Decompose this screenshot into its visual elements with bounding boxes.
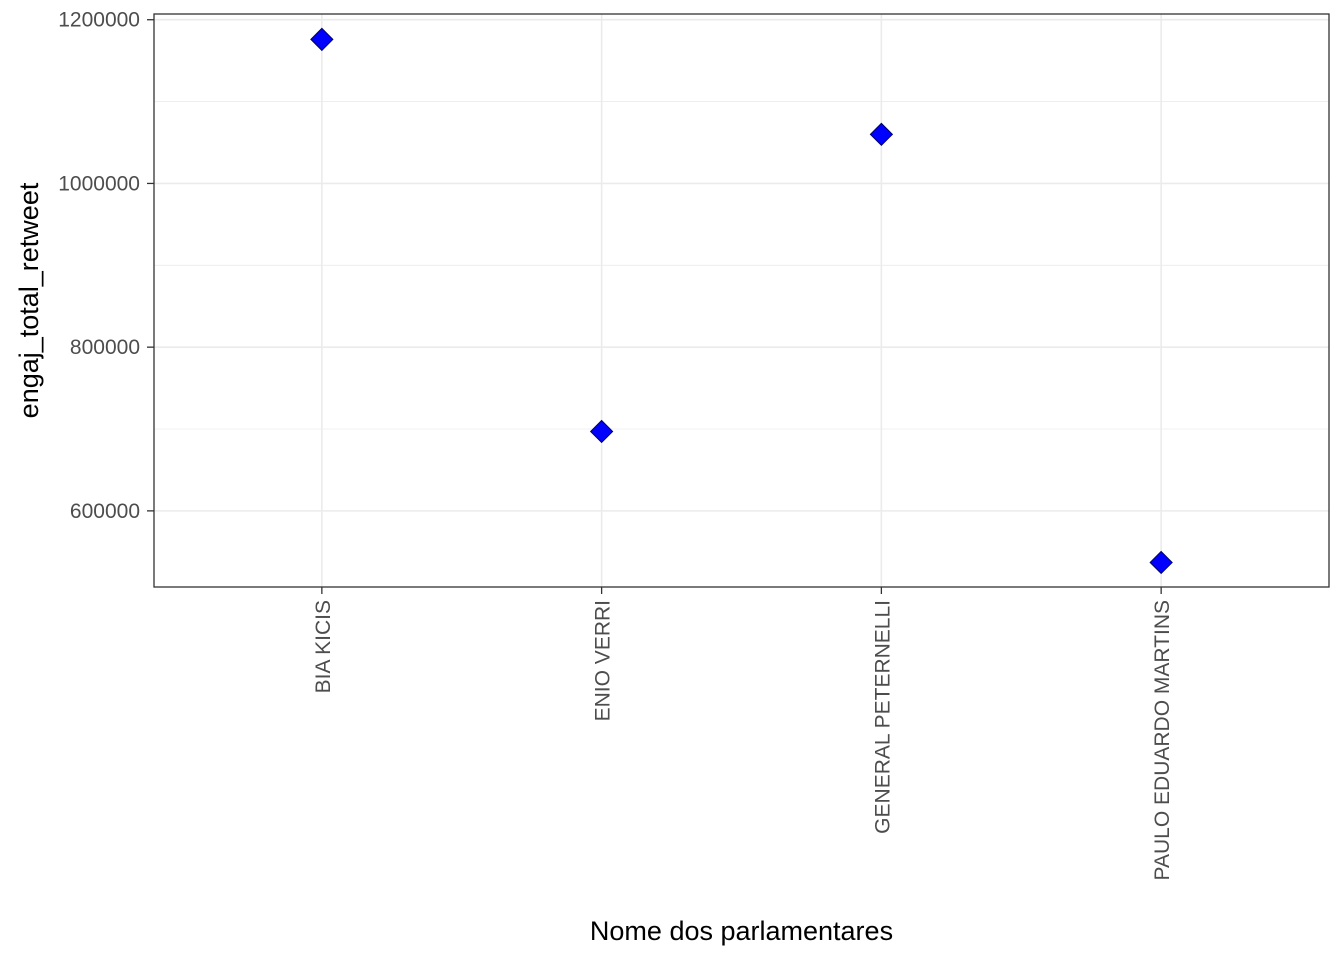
x-axis: BIA KICIS ENIO VERRI GENERAL PETERNELLI PAU… [312,587,1174,880]
x-tick-label: PAULO EDUARDO MARTINS [1151,600,1174,880]
data-points [310,27,1173,575]
data-point [869,122,894,147]
y-axis: 600000 800000 1000000 1200000 [58,9,154,523]
data-point [589,419,614,444]
x-tick-label: ENIO VERRI [592,600,615,721]
data-point [1149,550,1173,575]
y-tick-label: 1000000 [58,172,140,195]
y-tick-label: 800000 [70,336,140,359]
x-tick-label: BIA KICIS [312,600,335,693]
x-axis-title: Nome dos parlamentares [590,916,893,946]
panel-border [153,13,1330,588]
minor-gridlines [154,101,1329,430]
data-point [310,27,334,52]
y-tick-label: 600000 [70,500,140,523]
major-gridlines [154,14,1329,587]
x-tick-label: GENERAL PETERNELLI [871,600,894,834]
y-axis-title: engaj_total_retweet [14,182,44,418]
y-tick-label: 1200000 [58,9,140,32]
